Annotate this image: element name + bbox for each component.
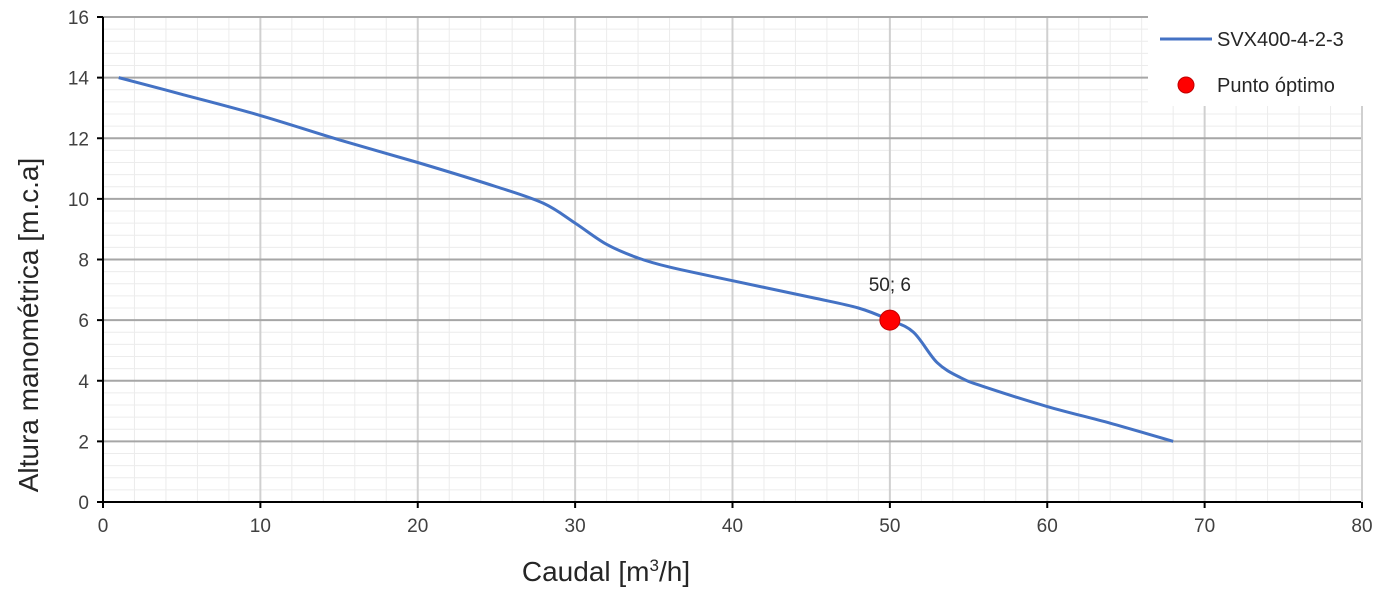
legend: SVX400-4-2-3 Punto óptimo bbox=[1148, 14, 1380, 106]
x-tick-label: 30 bbox=[565, 516, 586, 537]
x-tick-label: 60 bbox=[1037, 516, 1058, 537]
marker-layer: 50; 6 bbox=[869, 275, 911, 331]
legend-marker-symbol bbox=[1177, 76, 1195, 94]
x-tick-label: 70 bbox=[1194, 516, 1215, 537]
series-line bbox=[118, 76, 1174, 443]
x-tick-label: 50 bbox=[879, 516, 900, 537]
legend-marker-label: Punto óptimo bbox=[1217, 75, 1335, 97]
x-tick-label: 0 bbox=[98, 516, 109, 537]
y-tick-label: 16 bbox=[68, 8, 89, 29]
x-tick-label: 20 bbox=[407, 516, 428, 537]
x-tick-label: 80 bbox=[1351, 516, 1372, 537]
y-tick-label: 8 bbox=[78, 251, 89, 272]
series-layer bbox=[118, 76, 1174, 443]
x-axis-title: Caudal [m3/h] bbox=[522, 556, 690, 587]
y-tick-label: 0 bbox=[78, 493, 89, 514]
y-tick-label: 12 bbox=[68, 129, 89, 150]
y-axis-title: Altura manométrica [m.c.a] bbox=[13, 158, 44, 493]
y-tick-label: 4 bbox=[78, 372, 89, 393]
x-tick-label: 40 bbox=[722, 516, 743, 537]
y-tick-label: 14 bbox=[68, 69, 90, 90]
y-tick-label: 6 bbox=[78, 311, 89, 332]
legend-series-label: SVX400-4-2-3 bbox=[1217, 29, 1344, 51]
y-tick-label: 10 bbox=[68, 190, 89, 211]
optimum-point-marker bbox=[879, 309, 901, 331]
tick-labels: 0 10 20 30 40 50 60 70 80 0 2 4 6 8 10 12 14 16 bbox=[68, 8, 1373, 537]
y-tick-label: 2 bbox=[78, 432, 89, 453]
x-axis-title-end: /h] bbox=[659, 556, 690, 587]
x-tick-label: 10 bbox=[250, 516, 271, 537]
optimum-point-label: 50; 6 bbox=[869, 275, 911, 296]
x-axis-title-main: Caudal [m bbox=[522, 556, 650, 587]
x-axis-title-superscript: 3 bbox=[650, 556, 659, 575]
